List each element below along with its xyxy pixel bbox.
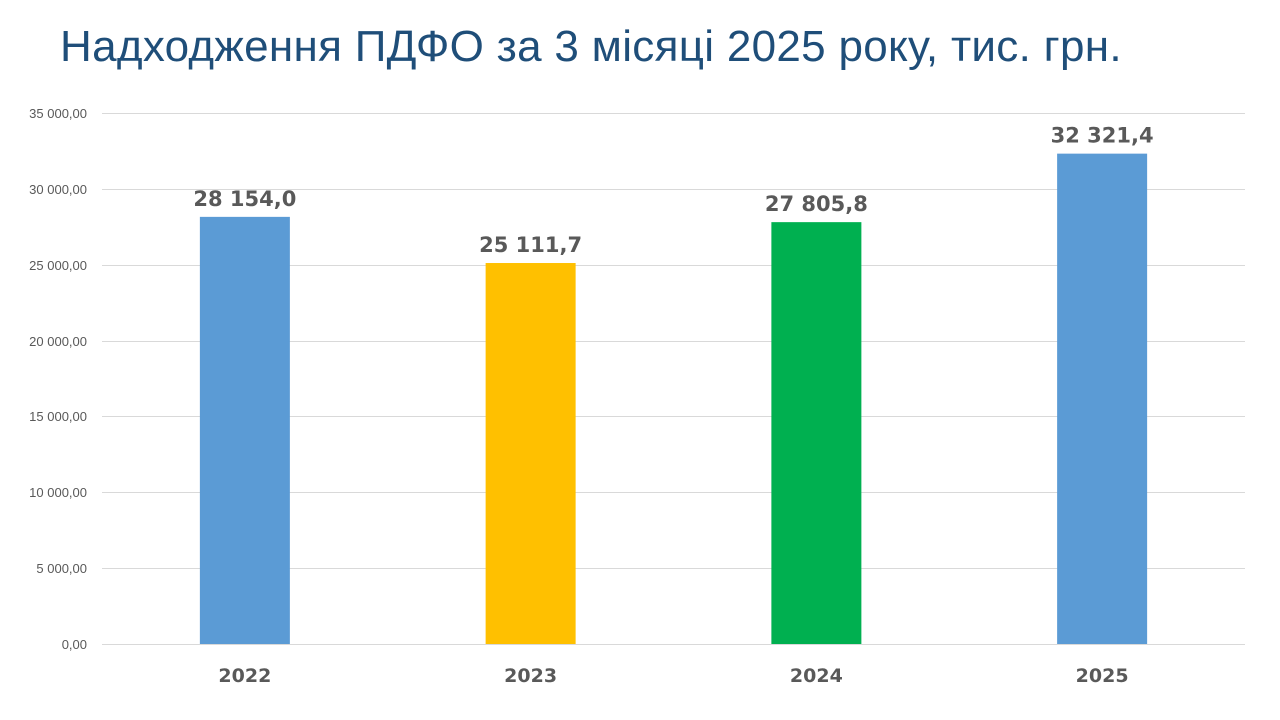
bar-2022 — [199, 216, 290, 645]
x-category-label-2024: 2024 — [790, 665, 843, 687]
data-label-2024: 27 805,8 — [765, 192, 868, 216]
y-tick-label: 35 000,00 — [29, 106, 87, 121]
bars — [199, 153, 1148, 645]
x-category-label-2025: 2025 — [1076, 665, 1129, 687]
data-labels: 28 154,0 25 111,7 27 805,8 32 321,4 — [193, 124, 1153, 257]
y-tick-label: 30 000,00 — [29, 182, 87, 197]
data-label-2022: 28 154,0 — [193, 187, 296, 211]
y-tick-label: 20 000,00 — [29, 334, 87, 349]
y-tick-label: 5 000,00 — [36, 561, 87, 576]
bar-2024 — [771, 222, 862, 644]
bar-2023 — [485, 263, 576, 644]
data-label-2025: 32 321,4 — [1051, 124, 1154, 148]
y-tick-label: 25 000,00 — [29, 258, 87, 273]
x-axis-categories: 2022 2023 2024 2025 — [218, 665, 1128, 687]
x-category-label-2022: 2022 — [218, 665, 271, 687]
chart-title: Надходження ПДФО за 3 місяці 2025 року, … — [60, 22, 1122, 71]
bar-2025 — [1057, 153, 1148, 644]
y-tick-label: 10 000,00 — [29, 485, 87, 500]
y-tick-label: 0,00 — [62, 637, 87, 652]
y-axis-ticks: 0,00 5 000,00 10 000,00 15 000,00 20 000,00 2… — [29, 106, 87, 652]
y-tick-label: 15 000,00 — [29, 409, 87, 424]
x-category-label-2023: 2023 — [504, 665, 557, 687]
gridlines — [102, 113, 1245, 645]
data-label-2023: 25 111,7 — [479, 233, 582, 257]
